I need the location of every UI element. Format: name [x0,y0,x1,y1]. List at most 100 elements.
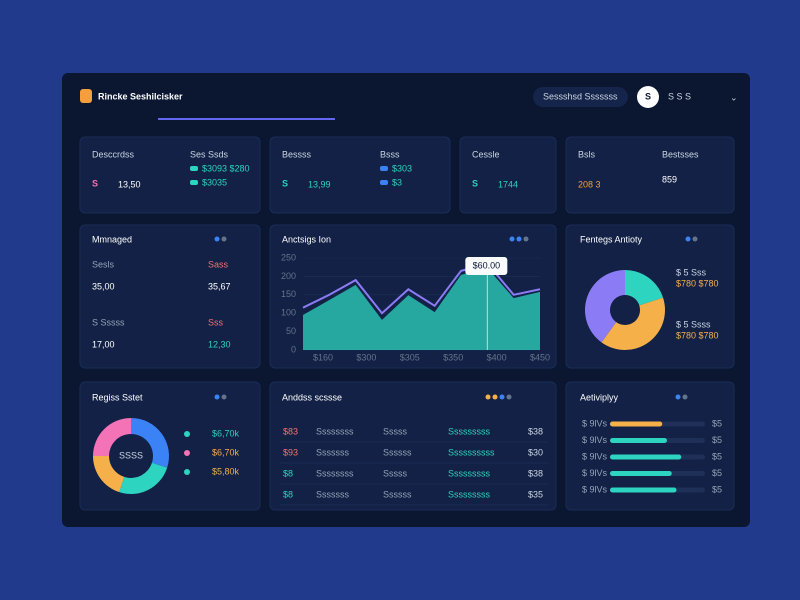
x-tick-label: $450 [530,352,550,362]
table-cell: Sssssssss [448,468,491,478]
menu-dot[interactable] [516,236,522,242]
menu-dot[interactable] [685,236,691,242]
table-cell: $38 [528,426,543,436]
stat-side-label: Bestsses [662,149,699,159]
avatar-letter[interactable]: S [645,91,651,101]
table-cell: Sssssssss [448,426,491,436]
table-cell: Sssssssss [448,489,491,499]
y-tick-label: 150 [281,289,296,299]
metric-value: 12,30 [208,339,231,349]
card [269,136,451,214]
legend-text: $780 $780 [676,278,719,288]
user-name[interactable]: S S S [668,91,691,101]
legend-dot [184,469,190,475]
x-tick-label: $160 [313,352,333,362]
donut-segment [93,418,131,456]
search-box[interactable] [533,87,628,107]
legend-text: $6,70k [212,428,240,438]
menu-dot[interactable] [675,394,681,400]
card [79,136,261,214]
y-tick-label: 250 [281,252,296,262]
menu-dot[interactable] [523,236,529,242]
area [303,267,540,350]
table-cell: $8 [283,468,293,478]
metric-label: Sesls [92,259,115,269]
donut-segment [119,462,168,494]
card-title: Mmnaged [92,234,132,244]
bar-right-label: $5 [712,468,722,478]
stat-value: 13,50 [118,179,141,189]
stat-label: Cessle [472,149,500,159]
y-tick-label: 0 [291,344,296,354]
metric-value: 35,00 [92,281,115,291]
card [269,381,557,511]
table-cell: Sssssss [316,447,350,457]
bar-label: $ 9lVs [582,435,608,445]
stat-side-value: $3035 [202,177,227,187]
table-cell: $93 [283,447,298,457]
bar [610,454,682,460]
table-cell: Sssssss [316,489,350,499]
menu-dot[interactable] [492,394,498,400]
app-title: Rincke Seshilcisker [98,91,183,101]
donut-segment [585,270,625,343]
tooltip-text: $60.00 [473,260,501,270]
menu-dot[interactable] [682,394,688,400]
menu-dot[interactable] [485,394,491,400]
stat-symbol: S [472,178,478,188]
x-tick-label: $305 [400,352,420,362]
y-tick-label: 100 [281,308,296,318]
x-tick-label: $300 [356,352,376,362]
stat-indicator [190,166,198,171]
menu-dot[interactable] [214,236,220,242]
stat-indicator [380,166,388,171]
legend-text: $ 5 Sss [676,267,707,277]
tooltip [465,257,508,275]
bar-right-label: $5 [712,435,722,445]
card-title: Regiss Sstet [92,392,143,402]
stat-label: Bessss [282,149,312,159]
card-title: Anddss scssse [282,392,342,402]
card [79,224,261,369]
bar-label: $ 9lVs [582,484,608,494]
bar [610,421,663,427]
stat-side-value: 859 [662,174,677,184]
table-cell: $38 [528,468,543,478]
menu-dot[interactable] [214,394,220,400]
donut-segment [131,418,170,468]
x-tick-label: $350 [443,352,463,362]
table-cell: $8 [283,489,293,499]
legend-text: $780 $780 [676,330,719,340]
menu-dot[interactable] [509,236,515,242]
menu-dot[interactable] [692,236,698,242]
card [565,136,735,214]
dropdown-caret[interactable]: ⌄ [730,92,738,102]
legend-dot [184,431,190,437]
table-cell: $30 [528,447,543,457]
legend-text: $5,80k [212,466,240,476]
bar-right-label: $5 [712,484,722,494]
menu-dot[interactable] [221,236,227,242]
donut-segment [601,297,665,350]
line [302,262,541,315]
metric-label: Sass [208,259,229,269]
legend-text: $ 5 Ssss [676,319,711,329]
menu-dot[interactable] [221,394,227,400]
card [565,381,735,511]
metric-value: 35,67 [208,281,231,291]
stat-side-value: $3093 $280 [202,163,250,173]
stat-side-label: Bsss [380,149,400,159]
y-tick-label: 50 [286,326,296,336]
stat-value: 1744 [498,179,518,189]
card-title: Aetiviplyy [580,392,619,402]
stat-side-value: $3 [392,177,402,187]
metric-label: S Sssss [92,317,125,327]
menu-dot[interactable] [499,394,505,400]
stat-value: 208 3 [578,179,601,189]
menu-dot[interactable] [506,394,512,400]
stat-indicator [380,180,388,185]
search-text[interactable]: Sessshsd Sssssss [543,91,618,101]
avatar[interactable] [637,86,659,108]
bar [610,471,672,476]
